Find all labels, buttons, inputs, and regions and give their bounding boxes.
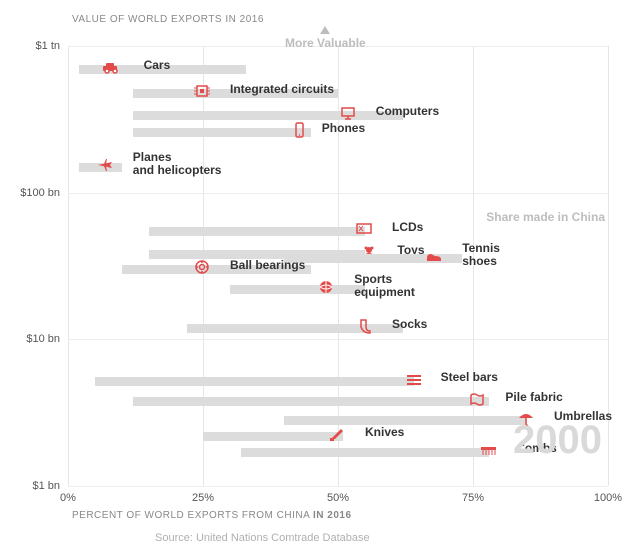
y-axis-title: VALUE OF WORLD EXPORTS IN 2016 xyxy=(72,14,264,25)
knife-icon xyxy=(328,426,348,447)
label-steel-bars: Steel bars xyxy=(441,371,498,384)
bar-pile-fabric xyxy=(133,397,489,406)
x-tick-label: 25% xyxy=(192,492,214,504)
label-planes-and-helicopters: Planes and helicopters xyxy=(133,151,222,177)
label-tennis-shoes: Tennis shoes xyxy=(462,242,500,268)
x-axis-title: PERCENT OF WORLD EXPORTS FROM CHINA IN 2… xyxy=(72,510,352,521)
x-tick-label: 50% xyxy=(327,492,349,504)
label-computers: Computers xyxy=(376,105,439,118)
chip-icon xyxy=(193,83,213,104)
sock-icon xyxy=(355,318,375,339)
comb-icon xyxy=(479,442,499,463)
share-made-annotation: Share made in China xyxy=(486,210,605,226)
label-phones: Phones xyxy=(322,122,365,135)
car-icon xyxy=(101,59,121,80)
more-valuable-text: More Valuable xyxy=(285,36,366,50)
y-tick-label: $10 bn xyxy=(26,333,60,345)
bar-steel-bars xyxy=(95,377,414,386)
lcd-icon xyxy=(355,221,375,242)
source-text: Source: United Nations Comtrade Database xyxy=(155,532,370,544)
bar-lcds xyxy=(149,227,365,236)
arrow-up-icon xyxy=(320,26,330,34)
more-valuable-annotation: More Valuable xyxy=(285,26,366,52)
label-sports-equipment: Sports equipment xyxy=(354,273,415,299)
grid-line-h xyxy=(68,339,608,340)
label-knives: Knives xyxy=(365,426,404,439)
bar-combs xyxy=(241,448,489,457)
grid-line-v xyxy=(68,46,69,486)
x-tick-label: 75% xyxy=(462,492,484,504)
label-pile-fabric: Pile fabric xyxy=(505,391,562,404)
y-tick-label: $100 bn xyxy=(20,187,60,199)
bars-icon xyxy=(404,371,424,392)
bar-computers xyxy=(133,111,403,120)
grid-line-h xyxy=(68,486,608,487)
y-tick-label: $1 tn xyxy=(36,40,60,52)
x-tick-label: 100% xyxy=(594,492,622,504)
label-lcds: LCDs xyxy=(392,221,423,234)
shoe-icon xyxy=(425,248,445,269)
bar-sports-equipment xyxy=(230,285,365,294)
label-ball-bearings: Ball bearings xyxy=(230,259,305,272)
bar-phones xyxy=(133,128,311,137)
plane-icon xyxy=(96,157,116,178)
grid-line-h xyxy=(68,193,608,194)
bar-umbrellas xyxy=(284,416,527,425)
bar-knives xyxy=(203,432,343,441)
label-cars: Cars xyxy=(144,59,171,72)
label-socks: Socks xyxy=(392,318,427,331)
bearing-icon xyxy=(193,259,213,280)
phone-icon xyxy=(290,122,310,143)
fabric-icon xyxy=(468,391,488,412)
ball-icon xyxy=(317,279,337,300)
label-integrated-circuits: Integrated circuits xyxy=(230,83,334,96)
y-tick-label: $1 bn xyxy=(32,480,60,492)
x-tick-label: 0% xyxy=(60,492,76,504)
export-chart: VALUE OF WORLD EXPORTS IN 2016 0% 25% 50% 7… xyxy=(0,0,630,549)
ghost-year: 2000 xyxy=(513,418,602,463)
